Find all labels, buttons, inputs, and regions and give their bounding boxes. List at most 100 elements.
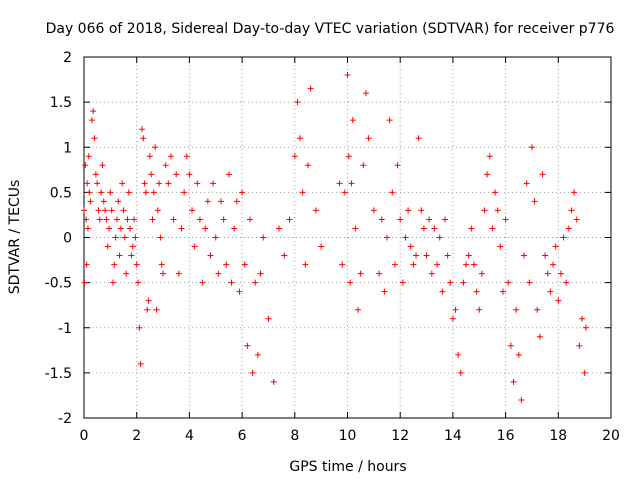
data-point xyxy=(141,180,148,187)
grid xyxy=(84,57,611,418)
data-point xyxy=(121,234,128,241)
data-point xyxy=(81,207,87,214)
data-point xyxy=(154,207,161,214)
data-point xyxy=(547,288,554,295)
data-point xyxy=(120,207,127,214)
data-point xyxy=(210,180,217,187)
data-point xyxy=(158,261,165,268)
data-point xyxy=(138,126,145,133)
data-point xyxy=(173,171,180,178)
data-point xyxy=(481,207,488,214)
data-point xyxy=(413,252,420,259)
y-tick-label: 1 xyxy=(63,140,72,156)
data-point xyxy=(145,297,152,304)
data-point xyxy=(555,297,562,304)
data-point xyxy=(581,369,588,376)
data-point xyxy=(124,216,131,223)
y-tick-label: -2 xyxy=(58,411,72,427)
data-point xyxy=(476,306,483,313)
data-point xyxy=(494,207,501,214)
data-point xyxy=(249,369,256,376)
data-point xyxy=(152,144,159,151)
x-tick-label: 20 xyxy=(602,428,620,444)
data-point xyxy=(402,234,409,241)
data-point xyxy=(150,189,157,196)
data-point xyxy=(518,396,525,403)
data-point xyxy=(96,216,103,223)
axis-ticks: 0 2 4 6 8 10 12 14 16 18 20 -2 -1.5 -1 -0.5 0 0.5 1 1.5 2 xyxy=(45,50,620,444)
data-point xyxy=(452,306,459,313)
data-point xyxy=(239,189,246,196)
data-point xyxy=(502,216,509,223)
data-point xyxy=(148,171,155,178)
y-tick-label: -0.5 xyxy=(45,276,72,292)
data-point xyxy=(140,135,147,142)
data-point xyxy=(236,288,243,295)
data-point xyxy=(116,252,123,259)
data-point xyxy=(457,369,464,376)
data-point xyxy=(144,306,151,313)
data-point xyxy=(552,243,559,250)
data-point xyxy=(160,270,167,277)
data-point xyxy=(376,270,383,277)
x-tick-label: 10 xyxy=(339,428,357,444)
data-point xyxy=(381,288,388,295)
data-point xyxy=(95,207,102,214)
data-point xyxy=(531,198,538,205)
data-point xyxy=(142,189,149,196)
data-point xyxy=(573,216,580,223)
data-point xyxy=(265,315,272,322)
data-point xyxy=(103,216,110,223)
data-point xyxy=(223,261,230,268)
data-point xyxy=(439,288,446,295)
data-point xyxy=(521,252,528,259)
data-point xyxy=(92,171,99,178)
data-point xyxy=(560,234,567,241)
data-point xyxy=(82,162,89,169)
data-point xyxy=(113,216,120,223)
data-point xyxy=(167,153,174,160)
data-point xyxy=(207,252,214,259)
data-point xyxy=(565,225,572,232)
data-point xyxy=(135,279,142,286)
data-point xyxy=(131,216,138,223)
data-point xyxy=(189,207,196,214)
data-point xyxy=(104,243,111,250)
data-point xyxy=(191,243,198,250)
data-point xyxy=(378,216,385,223)
data-point xyxy=(228,279,235,286)
data-point xyxy=(109,279,116,286)
data-point xyxy=(178,225,185,232)
data-point xyxy=(344,72,351,79)
data-point xyxy=(165,180,172,187)
data-point xyxy=(204,198,211,205)
data-point xyxy=(405,207,412,214)
data-point xyxy=(449,315,456,322)
data-point xyxy=(444,252,451,259)
data-point xyxy=(312,207,319,214)
data-point xyxy=(115,198,122,205)
data-point xyxy=(394,162,401,169)
data-point xyxy=(170,216,177,223)
data-point xyxy=(157,234,164,241)
data-point xyxy=(318,243,325,250)
data-point xyxy=(489,225,496,232)
data-point xyxy=(225,171,232,178)
x-tick-label: 8 xyxy=(290,428,299,444)
data-point xyxy=(149,216,156,223)
data-point xyxy=(299,189,306,196)
data-point xyxy=(352,225,359,232)
data-point xyxy=(563,279,570,286)
data-point xyxy=(84,180,91,187)
data-point xyxy=(260,234,267,241)
data-point xyxy=(291,153,298,160)
data-point xyxy=(542,252,549,259)
x-tick-label: 2 xyxy=(132,428,141,444)
data-point xyxy=(117,225,124,232)
data-point xyxy=(220,216,227,223)
data-point xyxy=(536,333,543,340)
data-point xyxy=(370,207,377,214)
x-tick-label: 4 xyxy=(185,428,194,444)
data-point xyxy=(175,270,182,277)
data-point xyxy=(568,207,575,214)
